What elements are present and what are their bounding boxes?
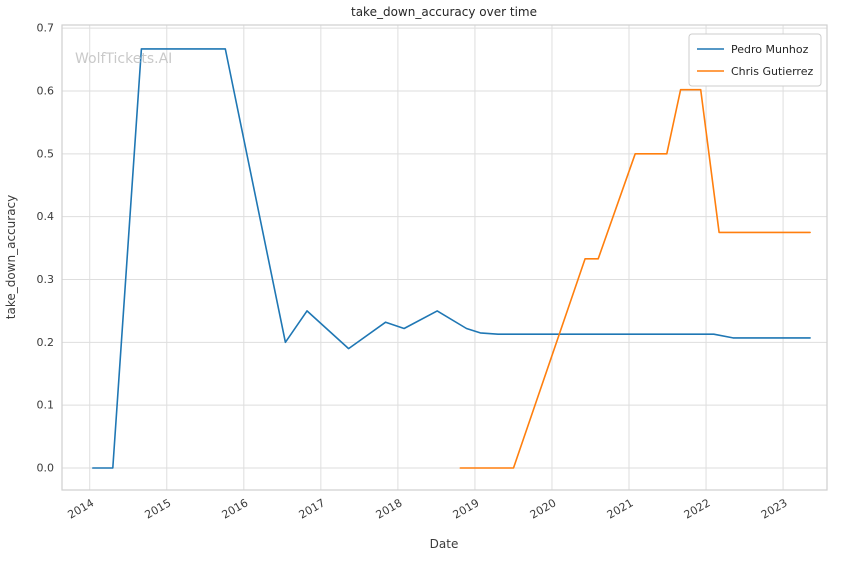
- x-tick-label: 2018: [374, 496, 405, 521]
- y-tick-label: 0.2: [37, 336, 55, 349]
- series-lines: [92, 48, 811, 469]
- plot-border: [61, 24, 828, 491]
- x-tick-label: 2020: [528, 496, 559, 521]
- series-line-0: [92, 48, 811, 469]
- x-tick-label: 2019: [451, 496, 482, 521]
- legend-box: [688, 33, 822, 87]
- series-line-1: [459, 88, 811, 469]
- legend: Pedro Munhoz Chris Gutierrez: [688, 33, 822, 87]
- x-tick-label: 2015: [143, 496, 174, 521]
- legend-label-chris-gutierrez: Chris Gutierrez: [731, 65, 813, 78]
- y-tick-label: 0.7: [37, 22, 55, 35]
- x-tick-label: 2023: [759, 496, 790, 521]
- x-tick-label: 2016: [220, 496, 251, 521]
- y-tick-label: 0.4: [37, 210, 55, 223]
- y-tick-label: 0.1: [37, 399, 55, 412]
- y-tick-label: 0.0: [37, 462, 55, 475]
- x-tick-label: 2022: [682, 496, 713, 521]
- watermark: WolfTickets.AI: [75, 51, 172, 67]
- grid-lines: [62, 25, 827, 490]
- chart-title: take_down_accuracy over time: [351, 5, 537, 19]
- y-tick-label: 0.5: [37, 147, 55, 160]
- x-tick-label: 2014: [65, 496, 96, 521]
- x-axis-label: Date: [430, 537, 459, 551]
- x-tick-label: 2021: [605, 496, 636, 521]
- tick-labels: 2014 2015 2016 2017 2018 2019 2020 2021 2022 2023…: [37, 22, 790, 522]
- y-tick-label: 0.3: [37, 273, 55, 286]
- x-tick-label: 2017: [297, 496, 328, 521]
- y-tick-label: 0.6: [37, 84, 55, 97]
- legend-label-pedro-munhoz: Pedro Munhoz: [731, 43, 809, 56]
- y-axis-label: take_down_accuracy: [4, 195, 18, 319]
